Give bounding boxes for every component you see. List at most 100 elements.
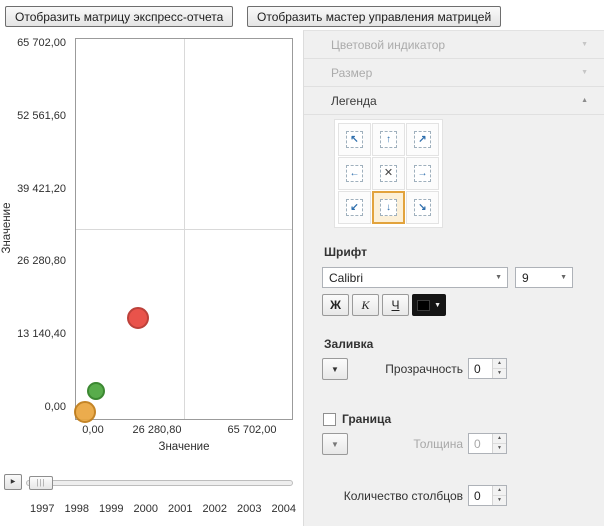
horizontal-gridline bbox=[76, 229, 292, 230]
legend-box-icon: ↑ bbox=[380, 131, 397, 148]
font-size-select[interactable]: 9 ▼ bbox=[515, 267, 573, 288]
transparency-label: Прозрачность bbox=[385, 362, 463, 376]
year-label: 1997 bbox=[30, 503, 55, 515]
y-tick-label: 0,00 bbox=[44, 401, 66, 413]
bold-button[interactable]: Ж bbox=[322, 294, 349, 316]
arrow-right-icon: → bbox=[417, 167, 428, 179]
legend-box-icon: ↖ bbox=[346, 131, 363, 148]
x-tick-label: 0,00 bbox=[82, 424, 104, 436]
cross-icon: ✕ bbox=[383, 167, 394, 179]
y-tick-label: 26 280,80 bbox=[17, 255, 66, 267]
legend-box-icon: → bbox=[414, 165, 431, 182]
play-button[interactable]: ▶ bbox=[4, 474, 22, 490]
legend-box-icon: ↗ bbox=[414, 131, 431, 148]
font-size-value: 9 bbox=[522, 270, 529, 285]
spinner-up-button[interactable]: ▲ bbox=[493, 486, 506, 495]
x-axis-tick-labels: 0,00 26 280,80 65 702,00 bbox=[75, 424, 293, 438]
x-axis-title: Значение bbox=[158, 441, 210, 453]
columns-count-spinner[interactable]: 0 ▲ ▼ bbox=[468, 485, 507, 506]
border-label: Граница bbox=[342, 412, 392, 426]
spinner-down-button[interactable]: ▼ bbox=[493, 495, 506, 505]
red-bubble bbox=[127, 307, 149, 329]
fill-color-button[interactable]: ▼ bbox=[322, 358, 348, 380]
section-header-color-indicator[interactable]: Цветовой индикатор ▼ bbox=[304, 31, 604, 59]
fill-label: Заливка bbox=[324, 337, 374, 351]
legend-position-none-button[interactable]: ✕ bbox=[372, 157, 405, 190]
bubble-chart-plot bbox=[74, 38, 293, 423]
y-tick-label: 52 561,60 bbox=[17, 110, 66, 122]
x-tick-label: 26 280,80 bbox=[132, 424, 182, 436]
thickness-spinner[interactable]: 0 ▲ ▼ bbox=[468, 433, 507, 454]
chevron-down-icon: ▼ bbox=[331, 364, 339, 374]
arrow-up-left-icon: ↖ bbox=[350, 133, 359, 145]
italic-button[interactable]: К bbox=[352, 294, 379, 316]
section-label: Легенда bbox=[331, 94, 377, 108]
legend-position-bottom-right-button[interactable]: ↘ bbox=[406, 191, 439, 224]
legend-position-top-right-button[interactable]: ↗ bbox=[406, 123, 439, 156]
chevron-down-icon: ▼ bbox=[331, 439, 339, 449]
thickness-label: Толщина bbox=[413, 437, 463, 451]
font-label: Шрифт bbox=[324, 245, 367, 259]
year-label: 1999 bbox=[99, 503, 124, 515]
chevron-down-icon: ▼ bbox=[434, 301, 441, 309]
border-color-button[interactable]: ▼ bbox=[322, 433, 348, 455]
chevron-down-icon: ▼ bbox=[581, 41, 588, 48]
legend-box-icon: ↙ bbox=[346, 199, 363, 216]
legend-position-bottom-left-button[interactable]: ↙ bbox=[338, 191, 371, 224]
spinner-up-button[interactable]: ▲ bbox=[493, 434, 506, 443]
font-family-value: Calibri bbox=[329, 270, 364, 285]
font-color-button[interactable]: ▼ bbox=[412, 294, 446, 316]
timeline-slider-track[interactable]: ||| bbox=[26, 476, 293, 490]
arrow-down-left-icon: ↙ bbox=[350, 201, 359, 213]
section-header-size[interactable]: Размер ▼ bbox=[304, 59, 604, 87]
section-label: Размер bbox=[331, 66, 373, 80]
legend-position-grid: ↖ ↑ ↗ ← ✕ → ↙ ↓ ↘ bbox=[334, 119, 443, 228]
columns-count-value: 0 bbox=[474, 489, 481, 503]
legend-position-middle-right-button[interactable]: → bbox=[406, 157, 439, 190]
spinner-down-button[interactable]: ▼ bbox=[493, 368, 506, 378]
play-icon: ▶ bbox=[10, 479, 16, 485]
section-header-legend[interactable]: Легенда ▲ bbox=[304, 87, 604, 115]
year-label: 2004 bbox=[271, 503, 296, 515]
show-express-report-matrix-button[interactable]: Отобразить матрицу экспресс-отчета bbox=[5, 6, 234, 27]
chevron-up-icon: ▲ bbox=[581, 97, 588, 104]
y-tick-label: 39 421,20 bbox=[17, 183, 66, 195]
columns-count-label: Количество столбцов bbox=[343, 489, 463, 503]
legend-position-bottom-center-button[interactable]: ↓ bbox=[372, 191, 405, 224]
spinner-down-button[interactable]: ▼ bbox=[493, 443, 506, 453]
spinner-up-button[interactable]: ▲ bbox=[493, 359, 506, 368]
legend-box-icon: ↘ bbox=[414, 199, 431, 216]
section-label: Цветовой индикатор bbox=[331, 38, 446, 52]
arrow-down-right-icon: ↘ bbox=[418, 201, 427, 213]
year-label: 2003 bbox=[237, 503, 262, 515]
chevron-down-icon: ▼ bbox=[560, 274, 567, 281]
color-swatch bbox=[417, 299, 430, 311]
underline-button[interactable]: Ч bbox=[382, 294, 409, 316]
legend-position-middle-left-button[interactable]: ← bbox=[338, 157, 371, 190]
arrow-left-icon: ← bbox=[349, 167, 360, 179]
font-family-select[interactable]: Calibri ▼ bbox=[322, 267, 508, 288]
timeline-year-labels: 1997 1998 1999 2000 2001 2002 2003 2004 bbox=[30, 503, 296, 515]
transparency-value: 0 bbox=[474, 362, 481, 376]
arrow-up-icon: ↑ bbox=[386, 133, 391, 145]
border-checkbox[interactable] bbox=[323, 413, 336, 426]
x-tick-label: 65 702,00 bbox=[227, 424, 277, 436]
legend-position-top-center-button[interactable]: ↑ bbox=[372, 123, 405, 156]
legend-box-icon: ← bbox=[346, 165, 363, 182]
legend-position-top-left-button[interactable]: ↖ bbox=[338, 123, 371, 156]
transparency-spinner[interactable]: 0 ▲ ▼ bbox=[468, 358, 507, 379]
year-label: 1998 bbox=[64, 503, 89, 515]
year-label: 2001 bbox=[168, 503, 193, 515]
chevron-down-icon: ▼ bbox=[495, 274, 502, 281]
y-axis-tick-labels: 65 702,00 52 561,60 39 421,20 26 280,80 … bbox=[0, 37, 70, 420]
legend-box-icon: ✕ bbox=[380, 165, 397, 182]
arrow-down-icon: ↓ bbox=[386, 201, 391, 213]
grip-icon: ||| bbox=[36, 478, 46, 487]
y-tick-label: 13 140,40 bbox=[17, 328, 66, 340]
year-label: 2002 bbox=[202, 503, 227, 515]
timeline-slider-handle[interactable]: ||| bbox=[29, 476, 53, 490]
year-label: 2000 bbox=[133, 503, 158, 515]
show-matrix-master-button[interactable]: Отобразить мастер управления матрицей bbox=[247, 6, 502, 27]
chevron-down-icon: ▼ bbox=[581, 69, 588, 76]
green-bubble bbox=[87, 382, 105, 400]
